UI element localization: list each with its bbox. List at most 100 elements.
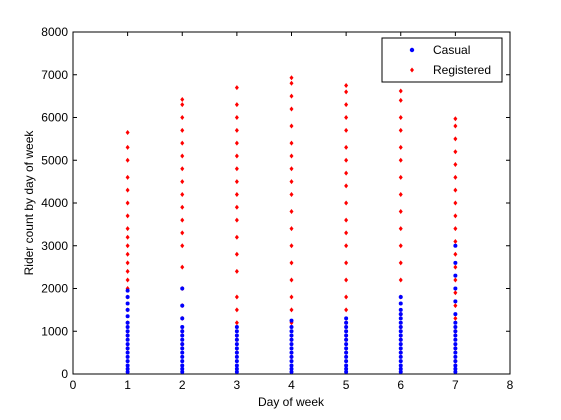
data-point-registered [289,307,294,313]
data-point-registered [125,213,130,219]
data-point-casual [398,350,403,355]
data-point-registered [453,149,458,155]
x-axis-label: Day of week [258,395,325,409]
data-point-registered [125,251,130,257]
data-point-casual [398,342,403,347]
data-point-registered [398,127,403,133]
x-tick-label: 6 [397,378,404,392]
data-point-registered [344,170,349,176]
data-point-casual [289,318,294,323]
x-tick-label: 8 [507,378,514,392]
legend: Casual Registered [381,37,503,83]
data-point-registered [289,260,294,266]
data-point-casual [398,346,403,351]
data-point-registered [289,166,294,172]
data-point-registered [180,97,185,103]
data-point-registered [398,226,403,232]
data-point-registered [234,191,239,197]
data-point-casual [344,337,349,342]
data-point-casual [180,316,185,321]
data-point-casual [453,333,458,338]
data-point-casual [398,324,403,329]
data-point-casual [289,324,294,329]
data-point-casual [453,312,458,317]
plot-area [72,31,511,375]
data-point-casual [125,288,130,293]
data-point-registered [453,187,458,193]
data-point-registered [234,320,239,326]
data-point-casual [398,329,403,334]
data-point-registered [125,243,130,249]
data-point-casual [398,354,403,359]
data-point-registered [125,277,130,283]
data-point-registered [344,243,349,249]
data-point-registered [398,157,403,163]
data-point-registered [234,234,239,240]
data-point-registered [398,88,403,94]
data-point-registered [180,230,185,236]
data-point-registered [125,268,130,274]
data-point-casual [180,324,185,329]
legend-label-registered: Registered [433,63,491,77]
data-point-registered [344,127,349,133]
data-point-registered [453,136,458,142]
data-point-registered [234,153,239,159]
data-point-registered [234,294,239,300]
data-point-casual [234,337,239,342]
legend-marker-casual [409,47,415,53]
data-point-registered [289,106,294,112]
data-point-casual [453,350,458,355]
data-point-registered [289,243,294,249]
data-point-casual [180,350,185,355]
data-point-registered [289,123,294,129]
data-point-registered [453,238,458,244]
data-point-casual [398,363,403,368]
data-point-casual [398,312,403,317]
legend-label-casual: Casual [433,43,470,57]
data-point-casual [180,354,185,359]
data-point-casual [289,337,294,342]
data-point-casual [125,333,130,338]
data-point-registered [180,115,185,120]
data-point-registered [234,307,239,313]
x-tick-label: 3 [234,378,241,392]
data-point-casual [398,320,403,325]
y-tick-label: 0 [61,367,68,381]
x-tick-label: 0 [70,378,77,392]
y-axis-label: Rider count by day of week [22,130,36,276]
data-point-registered [125,174,130,180]
data-point-casual [453,320,458,325]
data-point-casual [180,342,185,347]
data-point-registered [398,260,403,266]
data-point-casual [344,354,349,359]
data-point-registered [234,217,239,223]
data-point-registered [398,277,403,283]
data-point-casual [398,366,403,371]
data-point-casual [453,243,458,248]
data-point-casual [234,333,239,338]
data-point-registered [344,260,349,266]
data-point-casual [289,342,294,347]
y-tick-label: 3000 [41,239,68,253]
data-point-registered [234,251,239,257]
data-point-casual [453,369,458,374]
data-point-registered [180,166,185,172]
data-point-registered [344,183,349,189]
data-point-registered [180,243,185,249]
data-point-registered [398,243,403,249]
data-point-casual [453,346,458,351]
data-point-registered [289,153,294,159]
data-point-casual [344,342,349,347]
data-point-registered [234,85,239,91]
data-point-casual [234,324,239,329]
data-point-casual [180,363,185,368]
data-point-casual [344,359,349,364]
data-point-registered [125,187,130,193]
y-axis: 0 1000 2000 3000 4000 5000 6000 7000 8000 [41,25,510,381]
data-point-casual [344,363,349,368]
legend-item-casual: Casual [409,43,470,57]
data-point-casual [398,337,403,342]
data-point-casual [125,354,130,359]
data-point-casual [289,366,294,371]
